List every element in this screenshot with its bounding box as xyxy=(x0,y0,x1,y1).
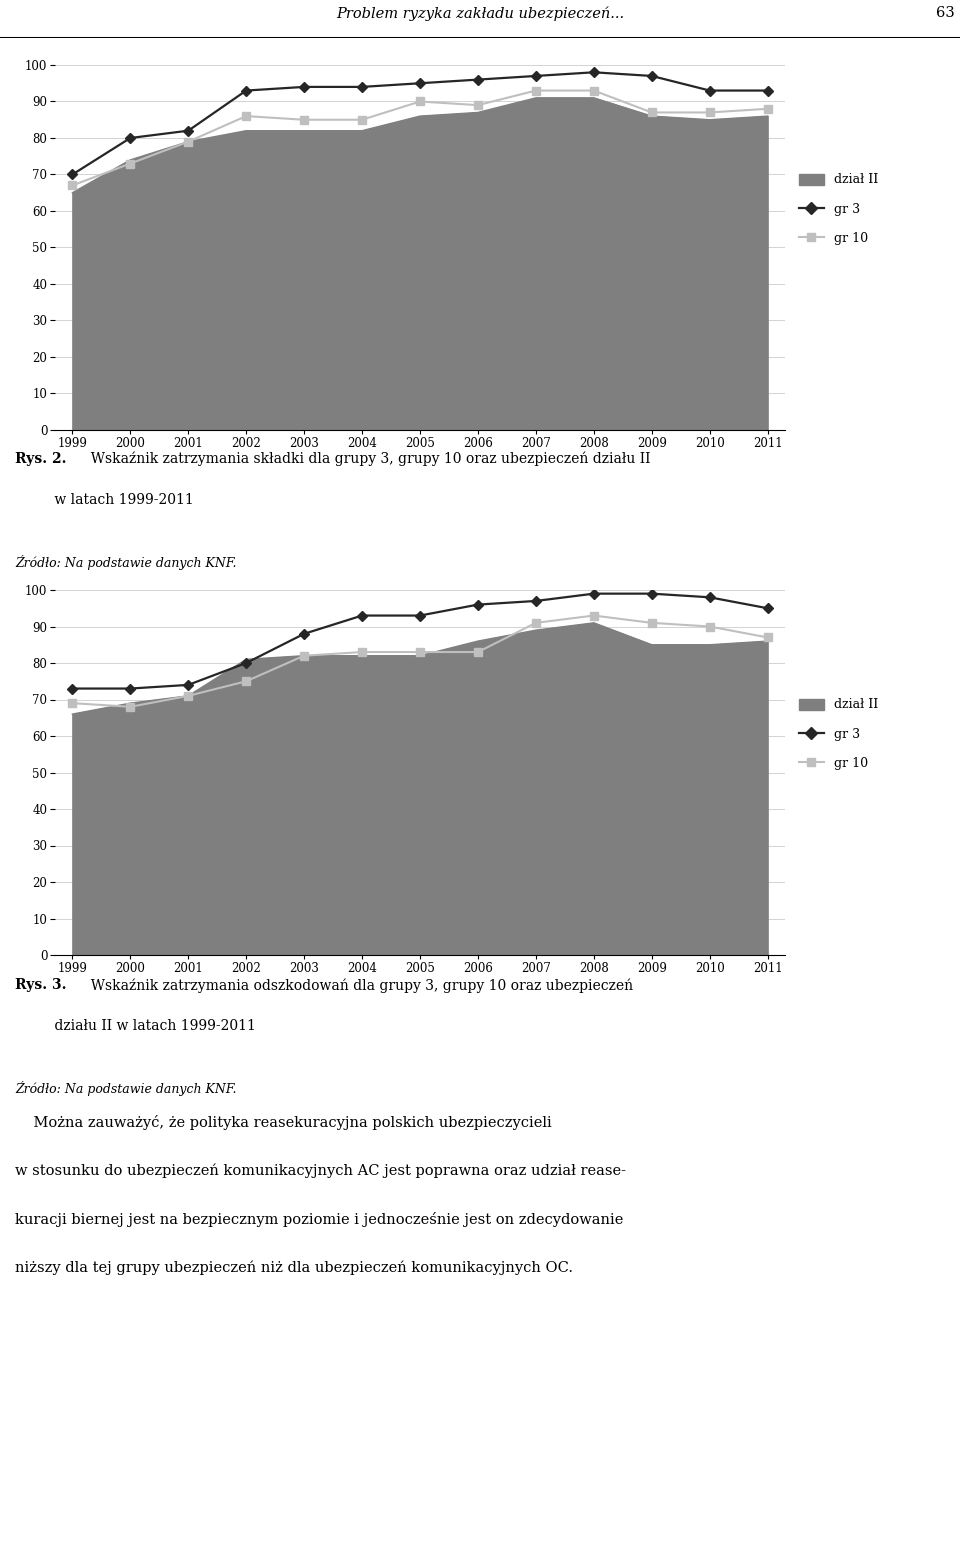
Legend: dział II, gr 3, gr 10: dział II, gr 3, gr 10 xyxy=(799,173,877,244)
Text: kuracji biernej jest na bezpiecznym poziomie i jednocześnie jest on zdecydowanie: kuracji biernej jest na bezpiecznym pozi… xyxy=(15,1213,623,1227)
Text: działu II w latach 1999-2011: działu II w latach 1999-2011 xyxy=(15,1018,256,1032)
Legend: dział II, gr 3, gr 10: dział II, gr 3, gr 10 xyxy=(799,699,877,771)
Text: Wskaźnik zatrzymania składki dla grupy 3, grupy 10 oraz ubezpieczeń działu II: Wskaźnik zatrzymania składki dla grupy 3… xyxy=(83,452,651,467)
Text: Można zauważyć, że polityka reasekuracyjna polskich ubezpieczycieli: Można zauważyć, że polityka reasekuracyj… xyxy=(15,1115,552,1130)
Text: Problem ryzyka zakładu ubezpieczeń...: Problem ryzyka zakładu ubezpieczeń... xyxy=(336,6,624,20)
Text: Źródło: Na podstawie danych KNF.: Źródło: Na podstawie danych KNF. xyxy=(15,556,236,570)
Text: niższy dla tej grupy ubezpieczeń niż dla ubezpieczeń komunikacyjnych OC.: niższy dla tej grupy ubezpieczeń niż dla… xyxy=(15,1261,573,1275)
Text: w stosunku do ubezpieczeń komunikacyjnych AC jest poprawna oraz udział rease-: w stosunku do ubezpieczeń komunikacyjnyc… xyxy=(15,1163,626,1179)
Text: Wskaźnik zatrzymania odszkodowań dla grupy 3, grupy 10 oraz ubezpieczeń: Wskaźnik zatrzymania odszkodowań dla gru… xyxy=(83,978,634,992)
Text: Źródło: Na podstawie danych KNF.: Źródło: Na podstawie danych KNF. xyxy=(15,1081,236,1096)
Text: Rys. 2.: Rys. 2. xyxy=(15,452,66,466)
Text: 63: 63 xyxy=(936,6,955,20)
Text: Rys. 3.: Rys. 3. xyxy=(15,978,66,992)
Text: w latach 1999-2011: w latach 1999-2011 xyxy=(15,492,194,506)
